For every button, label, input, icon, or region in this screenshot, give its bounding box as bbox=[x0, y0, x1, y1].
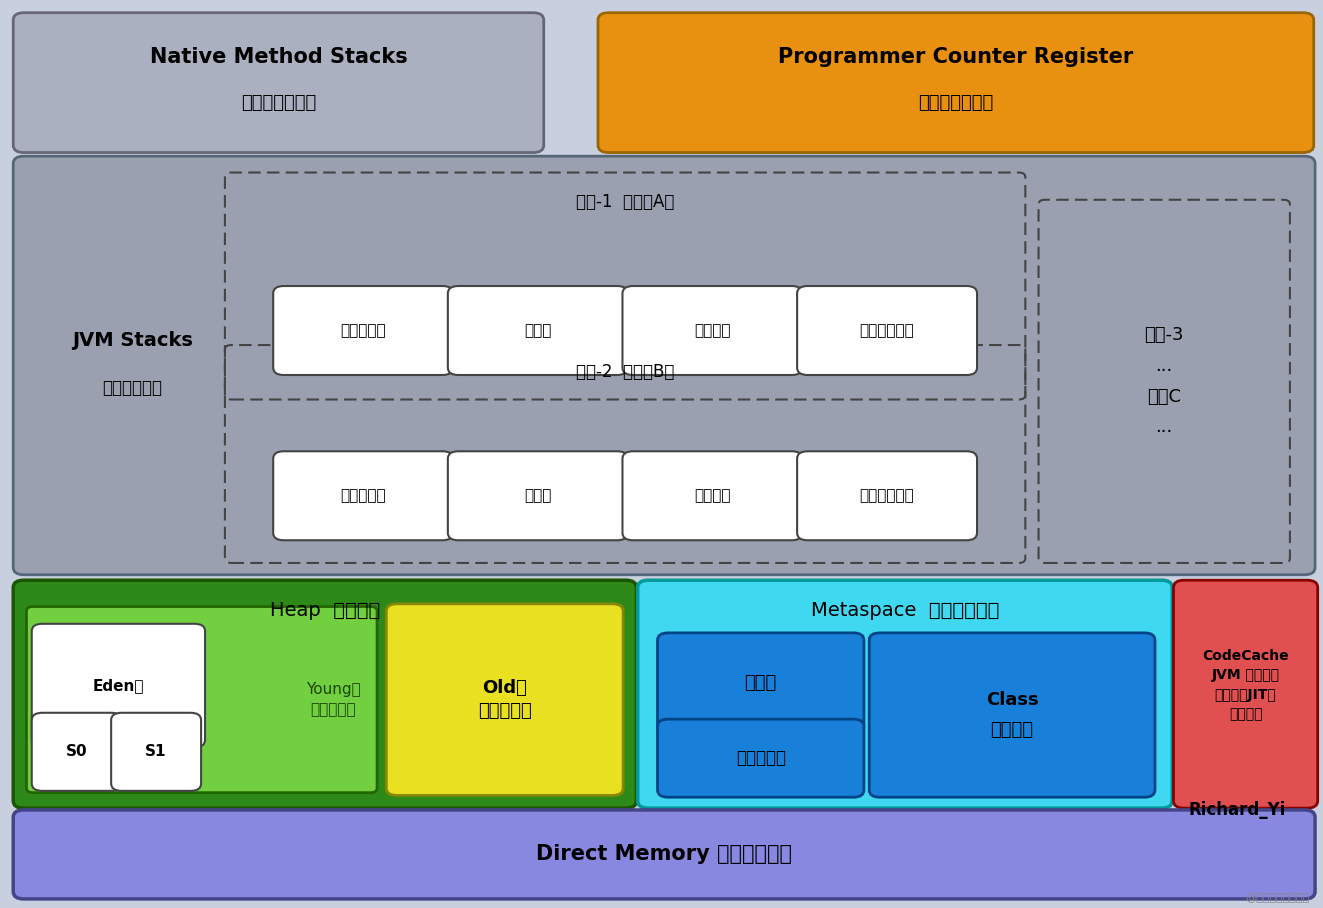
Text: 局部变量表: 局部变量表 bbox=[340, 489, 386, 503]
FancyBboxPatch shape bbox=[13, 810, 1315, 899]
FancyBboxPatch shape bbox=[273, 451, 452, 540]
Text: Richard_Yi: Richard_Yi bbox=[1188, 801, 1286, 819]
Text: 常量池: 常量池 bbox=[745, 675, 777, 692]
FancyBboxPatch shape bbox=[869, 633, 1155, 797]
Text: （本地方法栈）: （本地方法栈） bbox=[241, 94, 316, 112]
Text: Heap  （堆区）: Heap （堆区） bbox=[270, 601, 380, 619]
FancyBboxPatch shape bbox=[32, 713, 122, 791]
Text: 动态连接: 动态连接 bbox=[695, 489, 730, 503]
FancyBboxPatch shape bbox=[13, 580, 636, 808]
Text: 方法元信息: 方法元信息 bbox=[736, 749, 786, 767]
FancyBboxPatch shape bbox=[13, 156, 1315, 575]
Text: CodeCache
JVM 代码缓存
（又称为JIT代
码缓存）: CodeCache JVM 代码缓存 （又称为JIT代 码缓存） bbox=[1203, 649, 1289, 721]
FancyBboxPatch shape bbox=[623, 451, 802, 540]
FancyBboxPatch shape bbox=[111, 713, 201, 791]
FancyBboxPatch shape bbox=[273, 286, 452, 375]
FancyBboxPatch shape bbox=[447, 286, 628, 375]
Text: 操作栈: 操作栈 bbox=[524, 489, 552, 503]
FancyBboxPatch shape bbox=[598, 13, 1314, 153]
FancyBboxPatch shape bbox=[13, 13, 544, 153]
Text: Metaspace  （元数据区）: Metaspace （元数据区） bbox=[811, 601, 999, 619]
FancyBboxPatch shape bbox=[658, 719, 864, 797]
Text: Class
类元信息: Class 类元信息 bbox=[986, 692, 1039, 738]
Text: Young区
（新生代）: Young区 （新生代） bbox=[306, 682, 361, 717]
FancyBboxPatch shape bbox=[26, 607, 377, 793]
FancyBboxPatch shape bbox=[796, 451, 976, 540]
Text: Direct Memory （直接内存）: Direct Memory （直接内存） bbox=[536, 844, 792, 864]
FancyBboxPatch shape bbox=[658, 633, 864, 734]
Text: Programmer Counter Register: Programmer Counter Register bbox=[778, 47, 1134, 67]
Text: 栈帧-1  （方法A）: 栈帧-1 （方法A） bbox=[576, 193, 675, 212]
Text: 方法返回地址: 方法返回地址 bbox=[860, 489, 914, 503]
Text: 栈帧-2  （方法B）: 栈帧-2 （方法B） bbox=[576, 363, 675, 381]
Text: （虚拟机栈）: （虚拟机栈） bbox=[102, 380, 163, 397]
Text: Native Method Stacks: Native Method Stacks bbox=[149, 47, 407, 67]
FancyBboxPatch shape bbox=[796, 286, 976, 375]
FancyBboxPatch shape bbox=[623, 286, 802, 375]
FancyBboxPatch shape bbox=[1174, 580, 1318, 808]
Text: 栈帧-3
...
方法C
...: 栈帧-3 ... 方法C ... bbox=[1144, 327, 1184, 436]
Text: Eden区: Eden区 bbox=[93, 678, 144, 693]
Text: JVM Stacks: JVM Stacks bbox=[71, 331, 193, 350]
FancyBboxPatch shape bbox=[386, 604, 623, 795]
Text: （程序计数器）: （程序计数器） bbox=[918, 94, 994, 112]
FancyBboxPatch shape bbox=[638, 580, 1172, 808]
FancyBboxPatch shape bbox=[447, 451, 628, 540]
Text: S0: S0 bbox=[66, 745, 87, 759]
Text: 动态连接: 动态连接 bbox=[695, 323, 730, 338]
Text: 操作栈: 操作栈 bbox=[524, 323, 552, 338]
Text: Old区
（老年区）: Old区 （老年区） bbox=[478, 679, 532, 720]
Text: @稀土掘金技术社区: @稀土掘金技术社区 bbox=[1246, 893, 1310, 903]
FancyBboxPatch shape bbox=[32, 624, 205, 747]
Text: 方法返回地址: 方法返回地址 bbox=[860, 323, 914, 338]
Text: 局部变量表: 局部变量表 bbox=[340, 323, 386, 338]
Text: S1: S1 bbox=[146, 745, 167, 759]
